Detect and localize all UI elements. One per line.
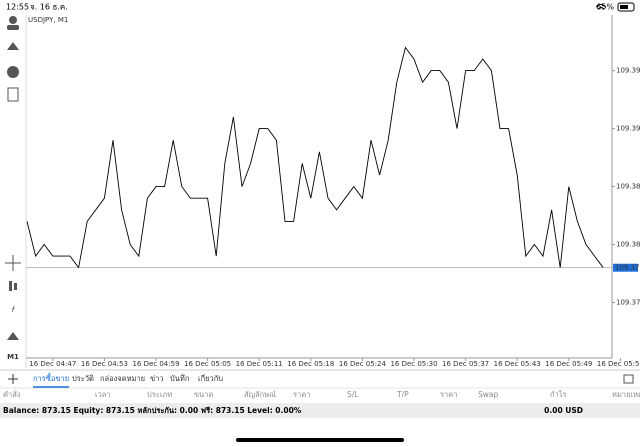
x-tick-label: 16 Dec 05:24: [339, 360, 387, 368]
status-time: 12:55: [6, 3, 29, 12]
x-tick-label: 16 Dec 04:47: [29, 360, 76, 368]
timeframe[interactable]: M1: [7, 353, 19, 361]
x-tick-label: 16 Dec 05:43: [494, 360, 541, 368]
balance-summary: Balance: 873.15 Equity: 873.15 หลักประกั…: [3, 406, 302, 415]
indicator-icon[interactable]: f: [12, 306, 16, 314]
chart-title: USDJPY, M1: [28, 16, 68, 24]
left-toolbar: f: [5, 16, 21, 340]
x-tick-label: 16 Dec 05:55: [597, 360, 640, 368]
column-header: หมายเหตุ: [612, 390, 640, 399]
current-price-box: [613, 263, 638, 272]
y-tick-label: 109.380: [616, 241, 640, 249]
tab[interactable]: กล่องจดหมาย: [100, 374, 145, 383]
y-tick-label: 109.390: [616, 125, 640, 133]
account-icon-body: [7, 25, 19, 30]
current-price-label: 109.378: [615, 264, 640, 272]
y-tick-label: 109.385: [616, 183, 640, 191]
x-tick-label: 16 Dec 04:59: [132, 360, 179, 368]
tab[interactable]: ข่าว: [150, 374, 164, 383]
balance-total: 0.00 USD: [544, 406, 583, 415]
x-tick-label: 16 Dec 05:37: [442, 360, 489, 368]
x-tick-label: 16 Dec 05:30: [390, 360, 437, 368]
tab[interactable]: บันทึก: [170, 374, 189, 383]
trade-icon[interactable]: [7, 42, 19, 50]
y-tick-label: 109.375: [616, 299, 640, 307]
objects-icon[interactable]: [7, 332, 19, 340]
x-tick-label: 16 Dec 05:18: [287, 360, 334, 368]
account-icon[interactable]: [9, 16, 17, 24]
tab[interactable]: การซื้อขาย: [33, 373, 69, 383]
chart-type-icon[interactable]: [9, 281, 12, 291]
price-line: [26, 46, 604, 269]
add-button[interactable]: [8, 374, 18, 384]
status-date: จ. 16 ธ.ค.: [30, 3, 68, 12]
panel-icon[interactable]: [623, 374, 634, 384]
column-header: เวลา: [95, 390, 111, 399]
balance-band: [0, 403, 640, 418]
new-order-icon[interactable]: [7, 87, 19, 102]
y-tick-label: 109.395: [616, 67, 640, 75]
battery-icon: [617, 2, 635, 12]
column-header: สัญลักษณ์: [244, 390, 276, 399]
battery-level: [620, 5, 628, 9]
column-header: ขนาด: [194, 390, 213, 399]
column-header: Swap: [478, 390, 498, 399]
wifi-icon: [595, 4, 607, 10]
column-header: ประเภท: [147, 390, 172, 399]
column-header: กำไร: [550, 390, 567, 399]
home-indicator: [236, 438, 404, 442]
column-header: คำสั่ง: [3, 389, 21, 399]
tab[interactable]: เกี่ยวกับ: [198, 373, 223, 383]
x-tick-label: 16 Dec 05:11: [236, 360, 283, 368]
column-header: ราคา: [440, 390, 457, 399]
tab[interactable]: ประวัติ: [72, 374, 94, 383]
column-header: T/P: [396, 390, 409, 399]
column-header: S/L: [347, 390, 359, 399]
x-tick-label: 16 Dec 04:53: [81, 360, 128, 368]
crosshair-icon[interactable]: [5, 255, 21, 271]
chat-icon[interactable]: [7, 66, 19, 78]
x-tick-label: 16 Dec 05:49: [545, 360, 592, 368]
column-header: ราคา: [293, 390, 310, 399]
chart-type-icon-2: [14, 283, 17, 290]
x-tick-label: 16 Dec 05:05: [184, 360, 231, 368]
